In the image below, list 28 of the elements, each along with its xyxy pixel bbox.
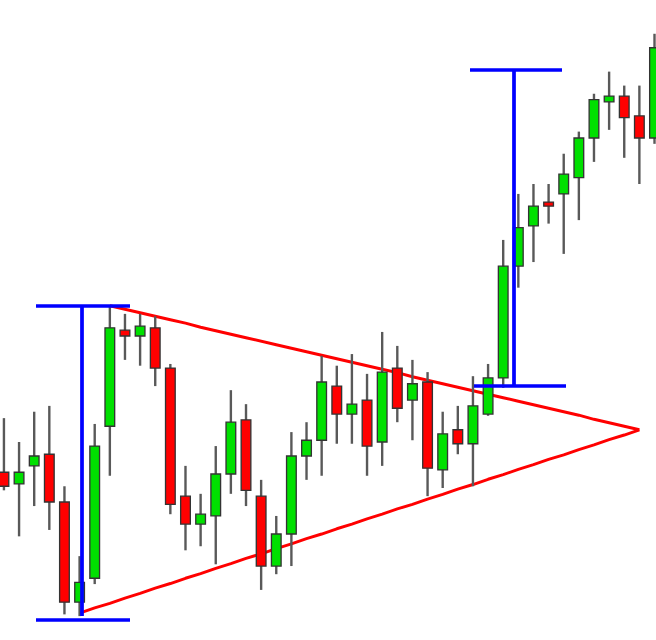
candlestick [437, 410, 449, 490]
candlestick [28, 410, 40, 508]
candlestick [346, 352, 358, 445]
candlestick [618, 84, 630, 160]
candlestick [134, 312, 146, 367]
candlestick [301, 421, 313, 482]
candlestick [467, 374, 479, 488]
candlestick [588, 92, 600, 164]
candlestick [119, 312, 131, 362]
candlestick [43, 404, 55, 532]
candlestick [633, 84, 645, 186]
candlestick [543, 182, 555, 225]
candlestick [210, 444, 222, 566]
candlestick [406, 358, 418, 442]
candlestick [558, 152, 570, 256]
candlestick [13, 440, 25, 538]
candlestick [361, 372, 373, 477]
candlestick [452, 404, 464, 456]
candlestick [573, 130, 585, 222]
candlestick [391, 344, 403, 424]
candlestick [603, 70, 615, 132]
candlestick [179, 464, 191, 552]
candlestick [149, 315, 161, 388]
candlestick [0, 416, 10, 492]
candlestick [331, 364, 343, 445]
candlestick [270, 514, 282, 576]
candlestick [527, 182, 539, 264]
candlestick [195, 492, 207, 548]
